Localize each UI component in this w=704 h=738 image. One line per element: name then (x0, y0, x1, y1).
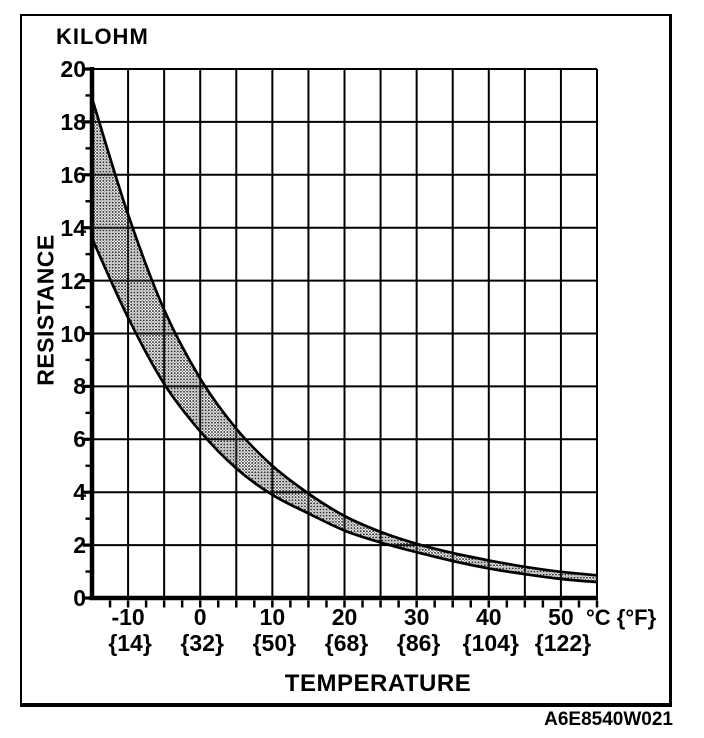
x-tick-label-celsius: 30 (403, 604, 430, 630)
y-tick-label: 2 (73, 532, 86, 559)
x-tick-label-celsius: 40 (475, 604, 502, 630)
y-axis-title: RESISTANCE (32, 234, 59, 386)
y-tick-label: 6 (73, 426, 86, 453)
figure-border (20, 14, 672, 707)
y-tick-label: 0 (73, 585, 86, 611)
x-axis-title: TEMPERATURE (284, 670, 472, 697)
y-tick-label: 8 (73, 373, 86, 400)
y-tick-label: 16 (60, 161, 86, 188)
grid-lines (91, 68, 598, 599)
x-axis-ticks (108, 600, 599, 608)
x-tick-label-celsius: -10 (111, 604, 145, 630)
x-tick-label-celsius: 50 (548, 604, 574, 630)
x-tick-label-fahrenheit: {50} (252, 630, 297, 656)
y-tick-label: 14 (60, 214, 86, 241)
y-tick-label: 10 (60, 320, 86, 347)
y-tick-label: 12 (60, 267, 86, 294)
x-tick-label-fahrenheit: {32} (180, 630, 224, 656)
y-tick-label: 4 (73, 479, 86, 506)
upper-limit-curve (90, 97, 598, 577)
y-axis-ticks (83, 67, 91, 600)
figure-code: A6E8540W021 (544, 709, 673, 730)
y-tick-label: 18 (60, 108, 86, 135)
x-tick-label-fahrenheit: {104} (462, 630, 519, 656)
x-tick-label-fahrenheit: {122} (534, 630, 592, 656)
x-tick-label-fahrenheit: {68} (324, 630, 369, 656)
y-unit-label: KILOHM (56, 24, 149, 49)
x-tick-label-celsius: 10 (259, 604, 286, 630)
lower-limit-curve (90, 237, 598, 584)
y-tick-label: 20 (60, 56, 86, 82)
x-tick-label-celsius: 0 (193, 604, 207, 630)
axis-lines (89, 67, 598, 601)
x-tick-label-fahrenheit: {14} (108, 630, 152, 656)
x-tick-label-fahrenheit: {86} (396, 630, 441, 656)
x-axis-unit-label: °C {°F} (586, 605, 657, 630)
x-tick-label-celsius: 20 (331, 604, 358, 630)
